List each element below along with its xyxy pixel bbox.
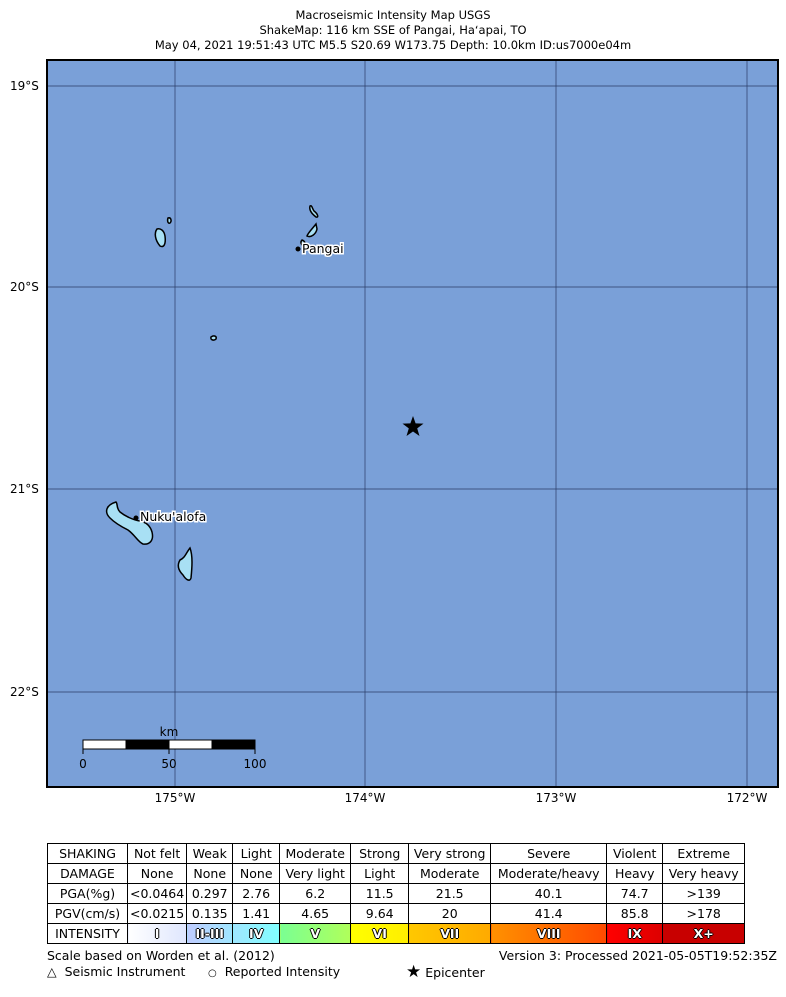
legend-epicenter: ★ Epicenter: [406, 962, 485, 982]
legend-cell: Light: [350, 863, 410, 884]
legend-cell: Extreme: [662, 843, 746, 864]
legend-cell: Very heavy: [662, 863, 746, 884]
islands: [105, 205, 319, 581]
legend-cell: >178: [662, 903, 746, 924]
legend-cell: 40.1: [490, 883, 608, 904]
row-header: SHAKING: [47, 843, 128, 864]
legend-cell: 6.2: [279, 883, 352, 904]
legend-cell: <0.0464: [126, 883, 188, 904]
legend-cell: Violent: [606, 843, 664, 864]
intensity-map: Pangai Nuku'alofa km 0 50 100 19°S 20°S …: [10, 59, 779, 805]
legend-cell: 74.7: [606, 883, 664, 904]
legend-cell: 0.135: [186, 903, 234, 924]
intensity-cell: V: [279, 923, 352, 944]
legend-cell: Very strong: [408, 843, 492, 864]
city-pangai: Pangai: [295, 240, 345, 258]
epicenter-star-icon: [402, 416, 424, 436]
map-title: Macroseismic Intensity Map USGS: [295, 8, 491, 22]
map-frame: [46, 59, 779, 788]
svg-text:0: 0: [79, 757, 87, 771]
longitude-labels: 175°W 174°W 173°W 172°W: [155, 791, 768, 805]
legend-cell: 20: [408, 903, 492, 924]
intensity-legend-table: SHAKING Not felt Weak Light Moderate Strong Ve…: [47, 843, 746, 944]
legend-row: PGA(%g) <0.0464 0.297 2.76 6.2 11.5 21.5 40.1 74…: [47, 883, 746, 904]
legend-row: PGV(cm/s) <0.0215 0.135 1.41 4.65 9.64 20 41.4 8…: [47, 903, 746, 924]
triangle-icon: △: [47, 964, 57, 979]
svg-text:19°S: 19°S: [10, 79, 39, 93]
intensity-cell: X+: [662, 923, 746, 944]
row-header: PGV(cm/s): [47, 903, 128, 924]
legend-cell: Moderate: [279, 843, 352, 864]
legend-cell: 1.41: [232, 903, 281, 924]
legend-cell: 2.76: [232, 883, 281, 904]
intensity-cell: VI: [350, 923, 410, 944]
legend-cell: None: [186, 863, 234, 884]
intensity-cell: IV: [232, 923, 281, 944]
legend-row: DAMAGE None None None Very light Light Moderat…: [47, 863, 746, 884]
map-subtitle: ShakeMap: 116 km SSE of Pangai, Haʻapai,…: [259, 23, 527, 37]
svg-text:22°S: 22°S: [10, 685, 39, 699]
svg-text:km: km: [160, 725, 179, 739]
legend-cell: Not felt: [126, 843, 188, 864]
scale-note: Scale based on Worden et al. (2012): [47, 948, 275, 963]
legend-cell: 11.5: [350, 883, 410, 904]
legend-cell: >139: [662, 883, 746, 904]
legend-cell: 21.5: [408, 883, 492, 904]
legend-cell: <0.0215: [126, 903, 188, 924]
legend-cell: Weak: [186, 843, 234, 864]
svg-text:173°W: 173°W: [536, 791, 577, 805]
legend-seismic-instrument: △ Seismic Instrument: [47, 964, 186, 979]
intensity-cell: VIII: [490, 923, 608, 944]
intensity-cell: I: [126, 923, 188, 944]
row-header: DAMAGE: [47, 863, 128, 884]
svg-text:Pangai: Pangai: [302, 241, 344, 256]
legend-cell: Strong: [350, 843, 410, 864]
event-details: May 04, 2021 19:51:43 UTC M5.5 S20.69 W1…: [154, 38, 632, 52]
legend-cell: 4.65: [279, 903, 352, 924]
legend-cell: Light: [232, 843, 281, 864]
star-icon: ★: [406, 962, 422, 982]
legend-cell: None: [126, 863, 188, 884]
version-info: Version 3: Processed 2021-05-05T19:52:35…: [498, 948, 777, 963]
svg-text:21°S: 21°S: [10, 482, 39, 496]
svg-text:172°W: 172°W: [727, 791, 768, 805]
latitude-labels: 19°S 20°S 21°S 22°S: [10, 79, 39, 699]
svg-text:100: 100: [244, 757, 267, 771]
legend-cell: 41.4: [490, 903, 608, 924]
legend-cell: 85.8: [606, 903, 664, 924]
legend-reported-intensity: ○ Reported Intensity: [208, 964, 341, 979]
legend-cell: Moderate: [408, 863, 492, 884]
legend-cell: Heavy: [606, 863, 664, 884]
svg-text:Nuku'alofa: Nuku'alofa: [140, 509, 206, 524]
circle-icon: ○: [208, 968, 217, 979]
legend-cell: 0.297: [186, 883, 234, 904]
city-nukualofa: Nuku'alofa: [133, 508, 208, 526]
intensity-cell: IX: [606, 923, 664, 944]
legend-cell: Moderate/heavy: [490, 863, 608, 884]
legend-cell: 9.64: [350, 903, 410, 924]
intensity-row: INTENSITY I II-III IV V VI VII VIII IX X+: [47, 923, 746, 944]
svg-text:20°S: 20°S: [10, 280, 39, 294]
svg-text:175°W: 175°W: [155, 791, 196, 805]
legend-cell: None: [232, 863, 281, 884]
row-header: INTENSITY: [47, 923, 128, 944]
legend-cell: Severe: [490, 843, 608, 864]
row-header: PGA(%g): [47, 883, 128, 904]
scale-bar: km 0 50 100: [79, 725, 266, 771]
graticule: [47, 60, 778, 787]
intensity-cell: II-III: [186, 923, 234, 944]
legend-cell: Very light: [279, 863, 352, 884]
svg-text:50: 50: [161, 757, 176, 771]
svg-text:174°W: 174°W: [345, 791, 386, 805]
intensity-cell: VII: [408, 923, 492, 944]
legend-row: SHAKING Not felt Weak Light Moderate Strong Ve…: [47, 843, 746, 864]
